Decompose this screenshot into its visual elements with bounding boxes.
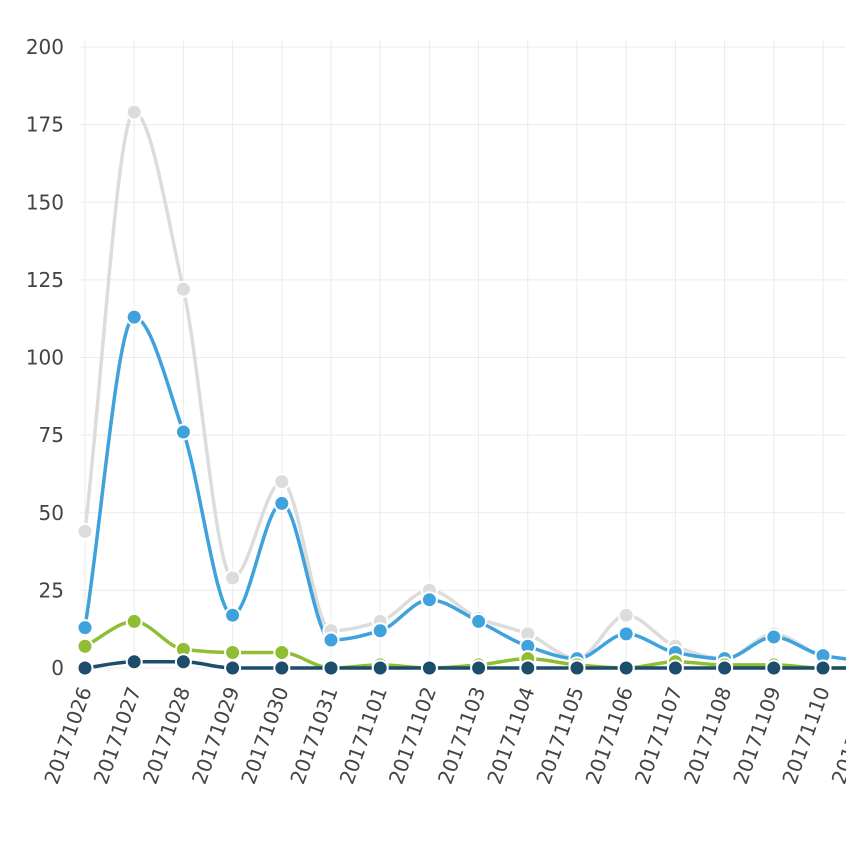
data-point-series-4 — [76, 659, 94, 677]
x-tick-label: 20171107 — [630, 684, 687, 788]
data-point-series-3 — [76, 637, 94, 655]
data-point-series-2 — [470, 612, 488, 630]
data-point-series-4 — [814, 659, 832, 677]
data-point-series-2 — [371, 622, 389, 640]
y-tick-label: 125 — [26, 268, 64, 292]
data-point-series-1 — [273, 473, 291, 491]
x-tick-label: 20171103 — [433, 684, 490, 788]
y-tick-label: 175 — [26, 113, 64, 137]
y-tick-label: 25 — [39, 578, 64, 602]
y-tick-label: 50 — [39, 501, 64, 525]
data-point-series-2 — [125, 308, 143, 326]
data-point-series-4 — [371, 659, 389, 677]
x-tick-label: 20171101 — [335, 684, 392, 788]
x-tick-label: 20171031 — [285, 684, 342, 788]
data-point-series-1 — [617, 606, 635, 624]
data-point-series-4 — [765, 659, 783, 677]
series-line-1 — [83, 110, 846, 661]
data-point-series-4 — [470, 659, 488, 677]
data-point-series-2 — [273, 494, 291, 512]
data-point-series-4 — [666, 659, 684, 677]
x-tick-label: 20171109 — [728, 684, 785, 788]
data-point-series-4 — [716, 659, 734, 677]
data-point-series-1 — [125, 103, 143, 121]
data-point-series-4 — [224, 659, 242, 677]
x-tick-label: 20171028 — [138, 684, 195, 788]
x-tick-label: 20171030 — [236, 684, 293, 788]
x-tick-label: 20171104 — [482, 684, 539, 788]
data-point-series-4 — [322, 659, 340, 677]
data-point-series-3 — [125, 612, 143, 630]
y-tick-label: 75 — [39, 423, 64, 447]
data-point-series-4 — [617, 659, 635, 677]
data-point-series-2 — [765, 628, 783, 646]
x-tick-label: 20171110 — [777, 684, 834, 788]
data-point-series-4 — [420, 659, 438, 677]
data-point-series-4 — [174, 653, 192, 671]
data-point-series-4 — [519, 659, 537, 677]
data-point-series-2 — [617, 625, 635, 643]
y-tick-label: 0 — [51, 656, 64, 680]
x-tick-label: 20171027 — [89, 684, 146, 788]
y-axis: 0 25 50 75 100 125 150 175 200 — [26, 35, 64, 680]
data-point-series-2 — [76, 619, 94, 637]
data-point-series-4 — [125, 653, 143, 671]
x-tick-label: 20171029 — [187, 684, 244, 788]
data-point-series-1 — [76, 522, 94, 540]
y-tick-label: 100 — [26, 346, 64, 370]
x-tick-label: 20171105 — [531, 684, 588, 788]
series-lines — [83, 110, 846, 670]
y-tick-label: 200 — [26, 35, 64, 59]
x-tick-label: 20171102 — [384, 684, 441, 788]
data-point-series-2 — [420, 591, 438, 609]
data-point-series-4 — [273, 659, 291, 677]
chart-grid — [80, 40, 846, 669]
x-axis: 2017102620171027201710282017102920171030… — [39, 684, 846, 788]
data-point-series-2 — [174, 423, 192, 441]
data-point-series-1 — [224, 569, 242, 587]
x-tick-label: 20171106 — [581, 684, 638, 788]
x-tick-label: 20171026 — [39, 684, 96, 788]
x-tick-label: 20171108 — [679, 684, 736, 788]
data-point-series-3 — [224, 643, 242, 661]
data-point-series-1 — [174, 280, 192, 298]
y-tick-label: 150 — [26, 190, 64, 214]
data-point-series-4 — [568, 659, 586, 677]
data-point-series-2 — [322, 631, 340, 649]
series-points — [76, 103, 832, 677]
data-point-series-2 — [224, 606, 242, 624]
data-point-series-3 — [273, 643, 291, 661]
